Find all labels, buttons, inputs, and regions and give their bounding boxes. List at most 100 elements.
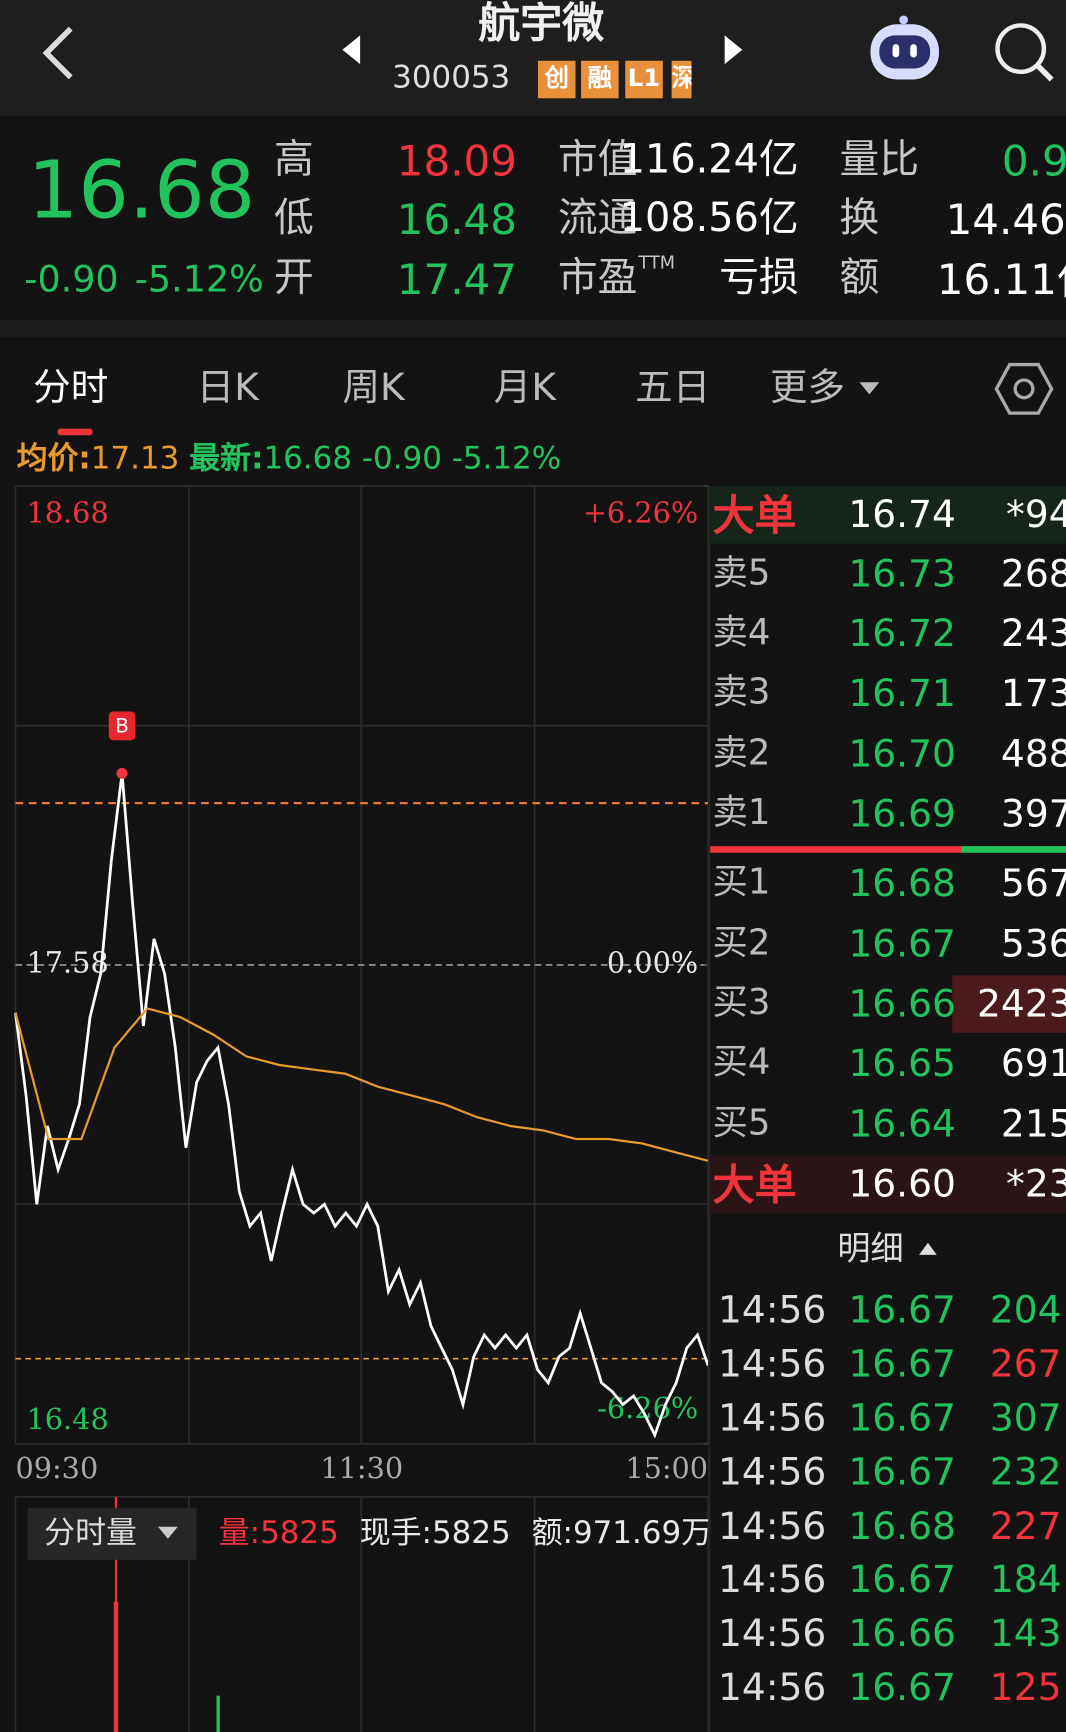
header-icons	[42, 15, 1054, 82]
trade-time: 14:56	[718, 1557, 827, 1602]
trade-time: 14:56	[718, 1611, 827, 1656]
tab-arrow	[859, 382, 880, 395]
tab[interactable]: 周K	[342, 365, 405, 410]
level-volume: 2423	[977, 982, 1066, 1027]
level-price: 16.66	[848, 982, 956, 1027]
level-price: 16.60	[848, 1162, 956, 1207]
stat-label: 市盈	[557, 255, 638, 301]
price-change-pct: -5.12%	[134, 257, 264, 301]
level-price: 16.64	[848, 1102, 956, 1147]
y-tick-label: 18.68	[27, 495, 109, 529]
trade-time: 14:56	[718, 1504, 827, 1549]
back-button[interactable]	[42, 26, 73, 80]
level-price: 16.65	[848, 1041, 956, 1086]
level-price: 16.72	[848, 611, 956, 657]
trade-volume: 204	[989, 1288, 1062, 1333]
stat-label: 量比	[839, 136, 920, 183]
trade-price: 16.66	[848, 1611, 956, 1656]
trade-time: 14:56	[718, 1342, 827, 1387]
spread-bar-sell	[710, 846, 962, 853]
trade-price: 16.67	[848, 1557, 956, 1602]
robot-icon[interactable]	[870, 15, 939, 80]
stat-value: 亏损	[719, 255, 799, 301]
field-value: 17.47	[396, 255, 517, 304]
avg-label: 均价:	[16, 439, 91, 477]
trade-price: 16.67	[848, 1396, 956, 1441]
level-label: 卖5	[712, 551, 771, 594]
level-label: 买3	[712, 980, 771, 1023]
row-bg	[710, 486, 1066, 544]
field-label: 高	[273, 136, 314, 183]
level-label: 卖4	[712, 610, 771, 653]
volume-info: 量:5825 现手:5825 额:971.69万	[219, 1517, 712, 1549]
level-volume: 567	[1000, 861, 1066, 906]
trade-price: 16.67	[848, 1450, 956, 1495]
vol-value: 5825	[260, 1514, 339, 1551]
amount-value: 971.69万	[572, 1514, 713, 1551]
latest-label: 最新:	[189, 439, 264, 477]
level-volume: *23	[1006, 1162, 1066, 1207]
level-volume: 397	[1000, 792, 1066, 837]
tab[interactable]: 五日	[635, 365, 711, 410]
row-bg	[710, 1155, 1066, 1213]
prev-stock[interactable]	[342, 35, 361, 65]
spread-bar-buy	[961, 846, 1066, 853]
level-price: 16.69	[848, 792, 956, 837]
avg-line	[14, 1007, 709, 1162]
active-tab-indicator	[57, 428, 93, 436]
tab[interactable]: 更多	[769, 365, 846, 410]
detail-title: 明细	[837, 1229, 904, 1269]
trade-volume: 232	[989, 1450, 1062, 1495]
level-volume: 268	[1000, 552, 1066, 597]
stock-name: 航宇微	[478, 0, 605, 48]
trade-volume: 125	[989, 1665, 1062, 1711]
field-label: 低	[273, 195, 314, 241]
level-price: 16.68	[848, 861, 956, 906]
big-order-label: 大单	[712, 1160, 797, 1210]
x-tick-label: 09:30	[15, 1451, 98, 1485]
level-volume: 215	[1000, 1102, 1066, 1147]
hand-label: 现手:	[359, 1514, 432, 1551]
stat-value: 14.46%	[945, 195, 1066, 245]
tab[interactable]: 日K	[196, 365, 259, 410]
latest-price: 16.68	[263, 439, 353, 477]
stat-label: 流通	[557, 195, 638, 241]
detail-arrow	[919, 1242, 937, 1255]
volume-bar	[216, 1695, 220, 1732]
next-stock[interactable]	[724, 35, 743, 65]
search-icon[interactable]	[995, 23, 1054, 82]
trade-time: 14:56	[718, 1288, 827, 1333]
vol-label: 量:	[218, 1514, 261, 1551]
last-price: 16.68	[27, 143, 256, 237]
level-label: 卖2	[712, 731, 771, 774]
trade-volume: 267	[989, 1342, 1062, 1387]
tab[interactable]: 分时	[33, 365, 109, 410]
price-line	[14, 773, 710, 1439]
avg-price: 17.13	[90, 439, 180, 477]
stat-label: 额	[839, 255, 880, 301]
trade-price: 16.67	[848, 1288, 956, 1333]
price-change: -0.90	[24, 257, 119, 301]
separator	[0, 320, 1066, 337]
trade-price: 16.67	[848, 1342, 956, 1387]
stat-sup: TTM	[638, 251, 676, 273]
level-label: 买5	[712, 1101, 771, 1144]
annotation: B	[115, 714, 129, 737]
amount-label: 额:	[531, 1514, 573, 1551]
field-value: 16.48	[396, 195, 517, 245]
info-line: 均价:17.13 最新:16.68 -0.90 -5.12%	[16, 439, 562, 477]
level-label: 买1	[712, 860, 771, 903]
trade-volume: 307	[989, 1396, 1062, 1441]
level-label: 买4	[712, 1040, 771, 1083]
settings-icon[interactable]	[994, 360, 1054, 417]
level-label: 买2	[712, 921, 771, 964]
tab[interactable]: 月K	[493, 365, 556, 410]
y-tick-label: 17.58	[27, 945, 109, 979]
volume-highlight	[952, 975, 1066, 1033]
hand-value: 5825	[431, 1514, 511, 1551]
badge: 融	[581, 60, 619, 99]
level-price: 16.67	[848, 922, 956, 967]
trade-volume: 227	[989, 1504, 1062, 1549]
stock-code: 300053	[392, 58, 511, 96]
stat-value: 108.56亿	[619, 195, 799, 241]
